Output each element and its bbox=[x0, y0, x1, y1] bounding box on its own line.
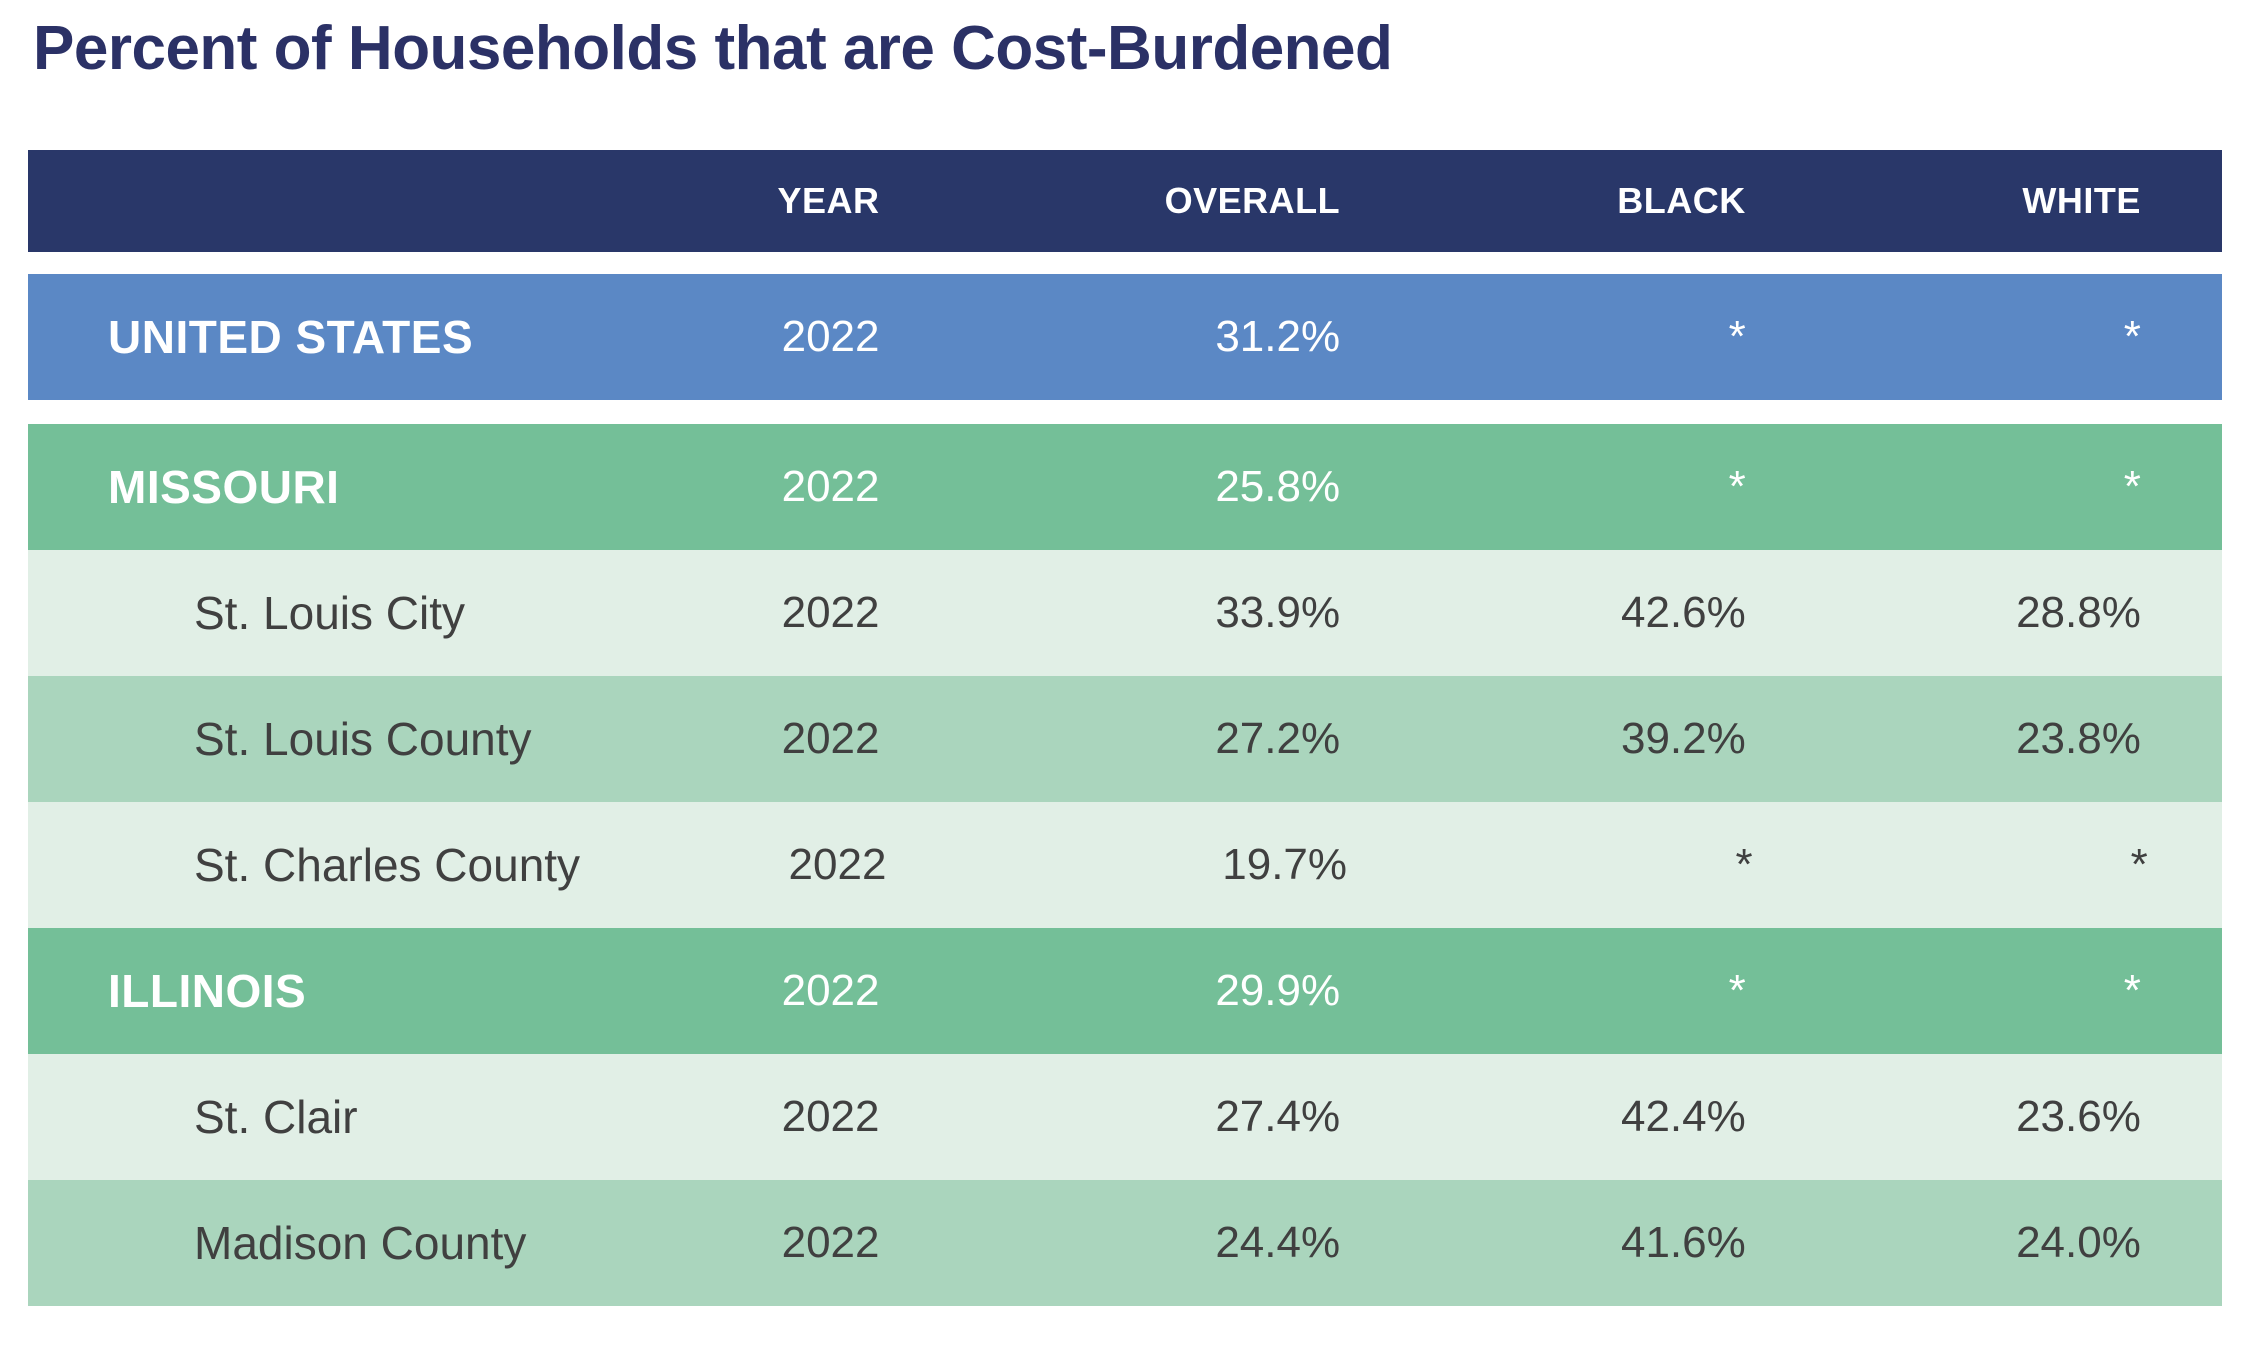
overall-cell: 29.9% bbox=[1215, 966, 1341, 1015]
year-cell: 2022 bbox=[781, 966, 880, 1015]
white-cell: * bbox=[2130, 840, 2148, 889]
table-body: UNITED STATES 2022 31.2% * * MISSOURI 20… bbox=[28, 274, 2222, 1306]
year-cell: 2022 bbox=[781, 1092, 880, 1141]
table-row: St. Louis County 2022 27.2% 39.2% 23.8% bbox=[28, 676, 2222, 802]
white-cell: * bbox=[2123, 966, 2141, 1015]
overall-cell: 33.9% bbox=[1215, 588, 1341, 637]
header-white: WHITE bbox=[2022, 180, 2141, 221]
overall-cell: 25.8% bbox=[1215, 462, 1341, 511]
table-row: St. Clair 2022 27.4% 42.4% 23.6% bbox=[28, 1054, 2222, 1180]
header-year: YEAR bbox=[777, 180, 880, 221]
cost-burdened-table: YEAR OVERALL BLACK WHITE UNITED STATES 2… bbox=[28, 150, 2222, 1306]
black-cell: 39.2% bbox=[1620, 714, 1746, 763]
row-name: ILLINOIS bbox=[108, 965, 307, 1017]
table-row: MISSOURI 2022 25.8% * * bbox=[28, 424, 2222, 550]
overall-cell: 27.4% bbox=[1215, 1092, 1341, 1141]
row-name: Madison County bbox=[194, 1217, 527, 1269]
white-cell: * bbox=[2123, 312, 2141, 361]
row-name: St. Louis County bbox=[194, 713, 532, 765]
overall-cell: 24.4% bbox=[1215, 1218, 1341, 1267]
year-cell: 2022 bbox=[781, 714, 880, 763]
row-name: St. Charles County bbox=[194, 839, 581, 891]
white-cell: 23.6% bbox=[2016, 1092, 2141, 1141]
overall-cell: 31.2% bbox=[1215, 312, 1341, 361]
year-cell: 2022 bbox=[788, 840, 887, 889]
row-name: MISSOURI bbox=[108, 461, 340, 513]
black-cell: 42.6% bbox=[1620, 588, 1746, 637]
table-header-row: YEAR OVERALL BLACK WHITE bbox=[28, 150, 2222, 252]
year-cell: 2022 bbox=[781, 588, 880, 637]
header-overall: OVERALL bbox=[1164, 180, 1341, 221]
white-cell: 28.8% bbox=[2016, 588, 2141, 637]
black-cell: * bbox=[1735, 840, 1753, 889]
white-cell: * bbox=[2123, 462, 2141, 511]
table-row: St. Charles County 2022 19.7% * * bbox=[28, 802, 2222, 928]
black-cell: 41.6% bbox=[1620, 1218, 1746, 1267]
table-row: ILLINOIS 2022 29.9% * * bbox=[28, 928, 2222, 1054]
year-cell: 2022 bbox=[781, 312, 880, 361]
table-row: UNITED STATES 2022 31.2% * * bbox=[28, 274, 2222, 400]
black-cell: * bbox=[1728, 312, 1746, 361]
black-cell: * bbox=[1728, 462, 1746, 511]
row-name: St. Clair bbox=[194, 1091, 358, 1143]
row-name: St. Louis City bbox=[194, 587, 465, 639]
year-cell: 2022 bbox=[781, 462, 880, 511]
overall-cell: 27.2% bbox=[1215, 714, 1341, 763]
white-cell: 23.8% bbox=[2016, 714, 2141, 763]
table-row: Madison County 2022 24.4% 41.6% 24.0% bbox=[28, 1180, 2222, 1306]
page: Percent of Households that are Cost-Burd… bbox=[0, 10, 2252, 1360]
black-cell: * bbox=[1728, 966, 1746, 1015]
row-name: UNITED STATES bbox=[108, 311, 474, 363]
black-cell: 42.4% bbox=[1620, 1092, 1746, 1141]
table-row: St. Louis City 2022 33.9% 42.6% 28.8% bbox=[28, 550, 2222, 676]
header-black: BLACK bbox=[1617, 180, 1746, 221]
white-cell: 24.0% bbox=[2016, 1218, 2141, 1267]
page-title: Percent of Households that are Cost-Burd… bbox=[33, 14, 1393, 83]
overall-cell: 19.7% bbox=[1222, 840, 1348, 889]
year-cell: 2022 bbox=[781, 1218, 880, 1267]
